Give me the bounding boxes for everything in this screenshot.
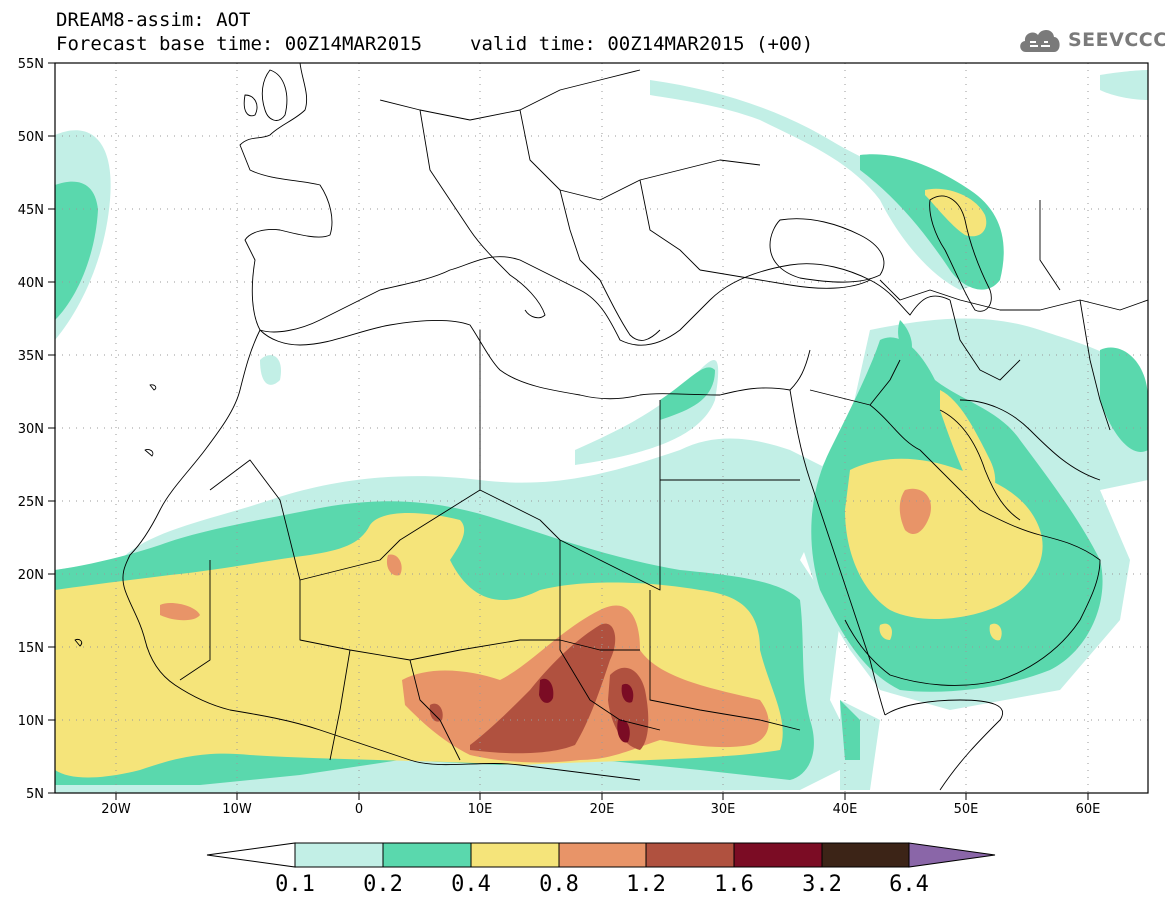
- lon-label: 30E: [711, 802, 736, 817]
- lat-label: 15N: [18, 641, 44, 656]
- colorbar-swatch: [733, 842, 823, 868]
- lat-label: 20N: [18, 568, 44, 583]
- colorbar-swatch: [382, 842, 472, 868]
- colorbar-swatch: [470, 842, 560, 868]
- aot-field: [55, 63, 1148, 793]
- lon-label: 50E: [954, 802, 979, 817]
- lon-label: 0: [355, 802, 363, 817]
- cloud-icon: [1020, 29, 1060, 52]
- colorbar-swatch: [645, 842, 735, 868]
- colorbar-label: 0.2: [363, 872, 403, 897]
- lon-label: 10W: [222, 802, 252, 817]
- lon-label: 20E: [590, 802, 615, 817]
- colorbar-arrow-low: [206, 842, 296, 868]
- colorbar-swatch: [821, 842, 910, 868]
- seevccc-logo: SEEVCCC: [1016, 22, 1165, 58]
- map-title: DREAM8-assim: AOT: [56, 9, 251, 31]
- colorbar-label: 6.4: [889, 872, 929, 897]
- lat-label: 35N: [18, 349, 44, 364]
- logo-text: SEEVCCC: [1068, 29, 1165, 51]
- colorbar-swatch: [294, 842, 384, 868]
- colorbar-label: 1.6: [714, 872, 754, 897]
- lon-label: 60E: [1076, 802, 1101, 817]
- lat-label: 5N: [26, 787, 44, 802]
- coastlines: [74, 63, 1148, 791]
- colorbar-swatch: [558, 842, 647, 868]
- colorbar-arrow-high: [908, 842, 996, 868]
- colorbar-label: 0.1: [275, 872, 315, 897]
- lon-label: 40E: [833, 802, 858, 817]
- lat-label: 25N: [18, 495, 44, 510]
- lat-label: 50N: [18, 130, 44, 145]
- lat-label: 30N: [18, 422, 44, 437]
- valid-time: valid time: 00Z14MAR2015 (+00): [470, 33, 814, 55]
- base-time: Forecast base time: 00Z14MAR2015: [56, 33, 423, 55]
- lon-label: 10E: [468, 802, 493, 817]
- lat-label: 45N: [18, 203, 44, 218]
- lat-label: 55N: [18, 57, 44, 72]
- lat-label: 40N: [18, 276, 44, 291]
- colorbar: 0.1 0.2 0.4 0.8 1.2 1.6 3.2 6.4: [206, 842, 996, 897]
- colorbar-label: 0.8: [539, 872, 579, 897]
- lon-label: 20W: [101, 802, 131, 817]
- time-line: Forecast base time: 00Z14MAR2015 valid ti…: [56, 34, 813, 54]
- lat-label: 10N: [18, 714, 44, 729]
- gridlines: [55, 63, 1148, 793]
- colorbar-label: 1.2: [626, 872, 666, 897]
- colorbar-label: 3.2: [802, 872, 842, 897]
- colorbar-label: 0.4: [451, 872, 491, 897]
